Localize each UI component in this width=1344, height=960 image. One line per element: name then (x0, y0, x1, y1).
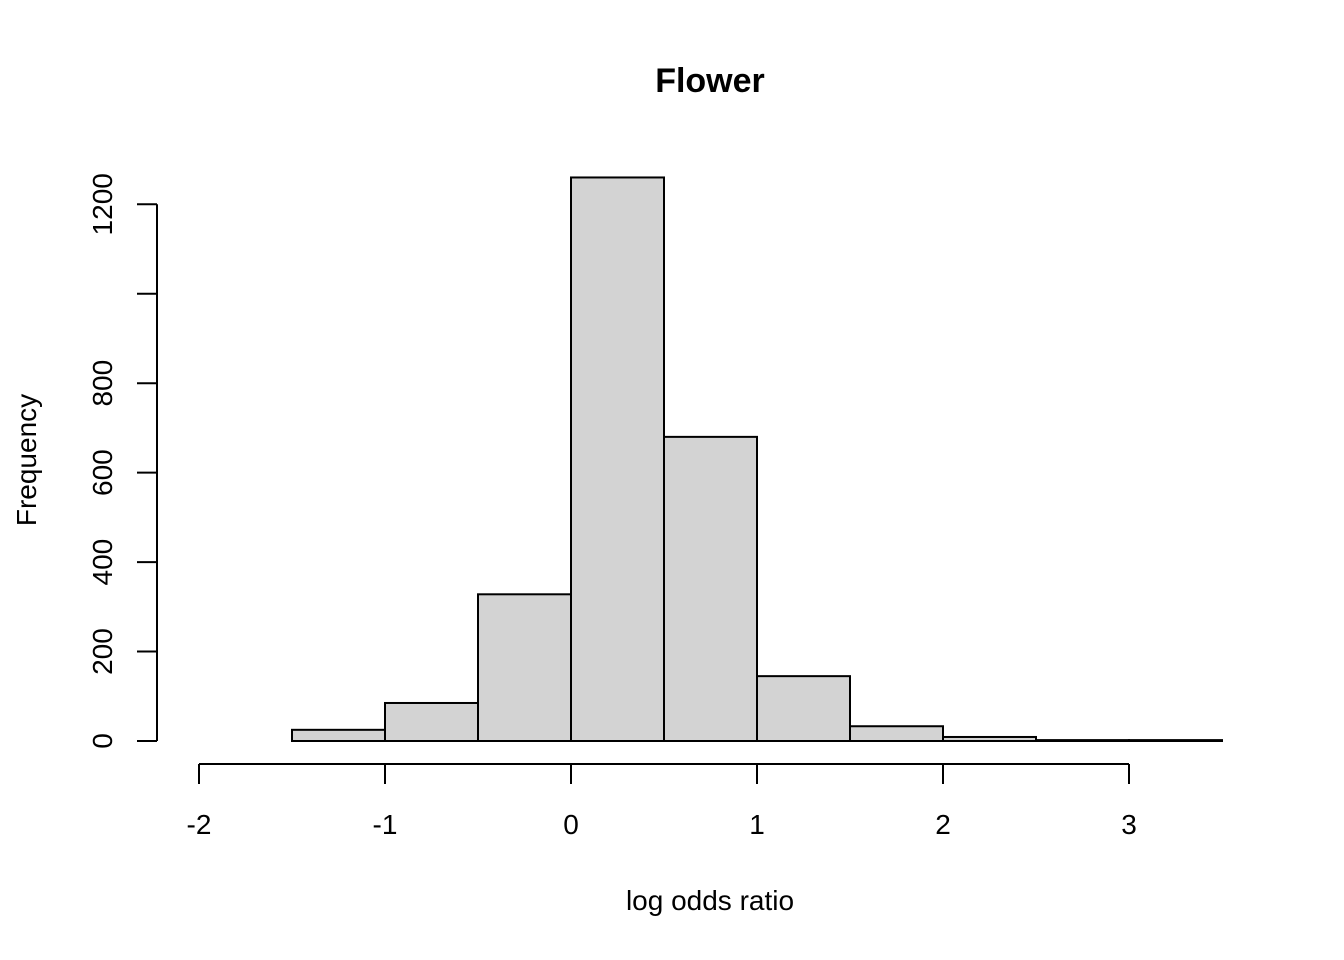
x-tick-label: 3 (1121, 809, 1137, 840)
histogram-bar-7 (849, 725, 944, 742)
y-axis: 0 200 400 600 800 1200 (87, 173, 158, 749)
histogram-bar-2 (384, 701, 479, 743)
x-axis: -2 -1 0 1 2 3 (187, 763, 1137, 840)
x-tick-label: 0 (563, 809, 579, 840)
x-tick-label: 2 (935, 809, 951, 840)
x-tick-label: 1 (749, 809, 765, 840)
y-tick-label: 1200 (87, 173, 118, 235)
y-tick-label: 800 (87, 360, 118, 407)
histogram-bar-4 (570, 176, 665, 742)
chart-title: Flower (655, 62, 765, 100)
y-tick-label: 200 (87, 628, 118, 675)
x-axis-label: log odds ratio (626, 885, 794, 916)
y-tick-label: 0 (87, 733, 118, 749)
histogram-bar-3 (477, 593, 572, 742)
y-tick-label: 600 (87, 449, 118, 496)
histogram-bar-1 (291, 728, 386, 742)
histogram-bar-8 (942, 735, 1037, 742)
histogram-bar-5 (663, 435, 758, 742)
y-axis-label: Frequency (11, 394, 42, 526)
x-tick-label: -1 (373, 809, 398, 840)
histogram-bar-6 (756, 675, 851, 742)
histogram-bar-10 (1128, 739, 1223, 743)
histogram-bar-9 (1035, 739, 1130, 743)
x-tick-label: -2 (187, 809, 212, 840)
bars-group (291, 176, 1223, 743)
y-tick-label: 400 (87, 539, 118, 586)
